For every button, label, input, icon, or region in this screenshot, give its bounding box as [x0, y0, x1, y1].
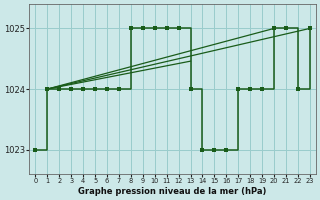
X-axis label: Graphe pression niveau de la mer (hPa): Graphe pression niveau de la mer (hPa) — [78, 187, 267, 196]
